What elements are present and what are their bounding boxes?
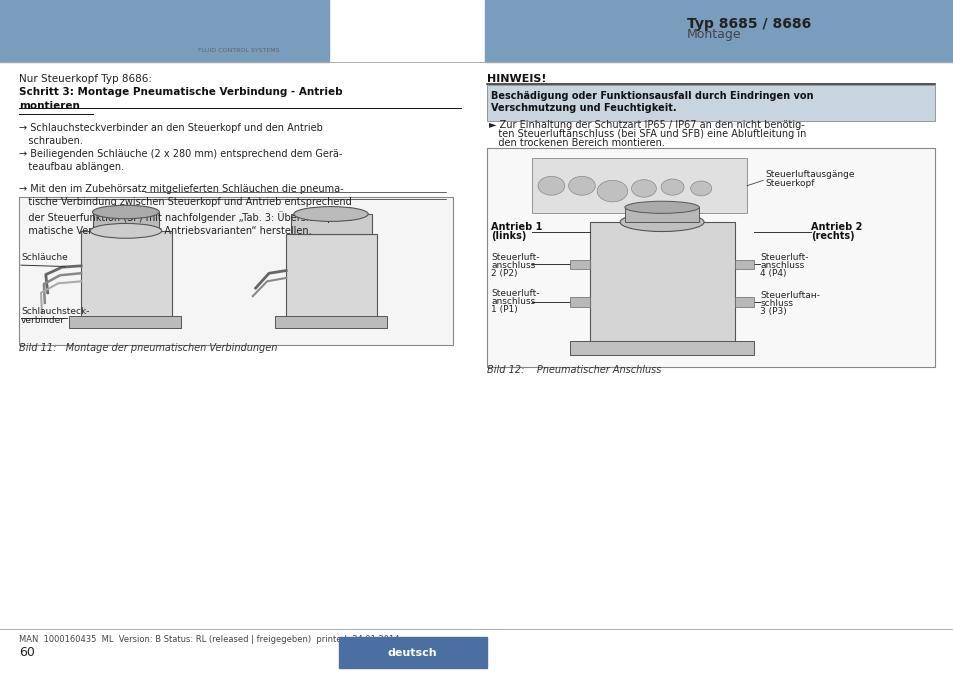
Text: Typ 8685 / 8686: Typ 8685 / 8686 [686, 17, 810, 30]
Text: Beschädigung oder Funktionsausfall durch Eindringen von: Beschädigung oder Funktionsausfall durch… [491, 92, 813, 101]
Bar [69, 316, 181, 328]
Text: verbinder: verbinder [21, 316, 65, 325]
Text: 1 (P1): 1 (P1) [491, 305, 517, 314]
Circle shape [568, 176, 595, 195]
Text: 2 (P2): 2 (P2) [491, 269, 517, 279]
Text: Bild 11:   Montage der pneumatischen Verbindungen: Bild 11: Montage der pneumatischen Verbi… [19, 343, 277, 353]
Text: Steuerluft-: Steuerluft- [491, 253, 539, 262]
Text: MAN  1000160435  ML  Version: B Status: RL (released | freigegeben)  printed: 24: MAN 1000160435 ML Version: B Status: RL … [19, 635, 399, 644]
Text: den trockenen Bereich montieren.: den trockenen Bereich montieren. [489, 138, 664, 147]
Circle shape [631, 180, 656, 197]
Text: Antrieb 2: Antrieb 2 [810, 223, 862, 232]
Bar [19, 197, 453, 345]
Circle shape [660, 179, 683, 195]
Text: Steuerluftausgänge: Steuerluftausgänge [764, 170, 854, 180]
Bar [532, 158, 746, 213]
Text: Steuerkopf: Steuerkopf [764, 179, 814, 188]
Text: → Schlauchsteckverbinder an den Steuerkopf und den Antrieb
   schrauben.: → Schlauchsteckverbinder an den Steuerko… [19, 123, 323, 146]
Ellipse shape [294, 207, 368, 221]
Circle shape [690, 181, 711, 196]
Text: Bild 12:    Pneumatischer Anschluss: Bild 12: Pneumatischer Anschluss [486, 365, 660, 375]
Text: → Mit den im Zubehörsatz mitgelieferten Schläuchen die pneuma-
   tische Verbind: → Mit den im Zubehörsatz mitgelieferten … [19, 184, 355, 236]
Ellipse shape [624, 201, 699, 213]
Bar [81, 231, 172, 322]
Text: deutsch: deutsch [387, 648, 436, 658]
Bar [274, 316, 387, 328]
Bar [291, 214, 372, 234]
Text: ► Zur Einhaltung der Schutzart IP65 / IP67 an den nicht benötig-: ► Zur Einhaltung der Schutzart IP65 / IP… [489, 120, 804, 130]
Text: 4 (P4): 4 (P4) [760, 269, 786, 279]
Text: FLUID CONTROL SYSTEMS: FLUID CONTROL SYSTEMS [197, 48, 279, 53]
Text: Steuerluft-: Steuerluft- [491, 289, 539, 298]
Circle shape [597, 180, 627, 202]
Text: Montage: Montage [686, 28, 740, 42]
Ellipse shape [619, 213, 703, 232]
Text: Schläuche: Schläuche [21, 254, 68, 262]
Ellipse shape [91, 223, 162, 238]
Bar [624, 207, 699, 222]
Ellipse shape [92, 205, 159, 219]
Text: (rechts): (rechts) [810, 231, 854, 240]
Text: Steuerluft-: Steuerluft- [760, 253, 808, 262]
Text: anschluss: anschluss [491, 297, 535, 306]
Text: bürkert: bürkert [197, 28, 279, 46]
Bar [286, 234, 376, 322]
Text: ten Steuerluftanschluss (bei SFA und SFB) eine Abluftleitung in: ten Steuerluftanschluss (bei SFA und SFB… [489, 129, 806, 139]
Bar [0, 0, 329, 62]
Bar [570, 297, 589, 307]
Bar [486, 148, 934, 367]
Text: Schlauchsteck-: Schlauchsteck- [21, 307, 90, 316]
Text: 3 (P3): 3 (P3) [760, 307, 786, 316]
Text: Steuerluftан-: Steuerluftан- [760, 291, 820, 300]
Circle shape [537, 176, 564, 195]
Bar [589, 222, 734, 343]
Text: (links): (links) [491, 231, 526, 240]
Text: 60: 60 [19, 646, 35, 660]
Bar [734, 297, 753, 307]
Bar [92, 212, 159, 231]
Bar [570, 341, 753, 355]
Text: schluss: schluss [760, 299, 793, 308]
Bar [734, 260, 753, 269]
Text: Antrieb 1: Antrieb 1 [491, 223, 542, 232]
Text: anschluss: anschluss [760, 261, 803, 271]
Text: Schritt 3: Montage Pneumatische Verbindung - Antrieb
montieren: Schritt 3: Montage Pneumatische Verbindu… [19, 87, 342, 111]
Bar [484, 0, 953, 62]
Text: → Beiliegenden Schläuche (2 x 280 mm) entsprechend dem Gerä-
   teaufbau ablänge: → Beiliegenden Schläuche (2 x 280 mm) en… [19, 149, 342, 172]
Bar [338, 637, 486, 668]
Text: HINWEIS!: HINWEIS! [486, 74, 545, 83]
Text: anschluss: anschluss [491, 261, 535, 271]
Bar [486, 85, 934, 121]
Bar [570, 260, 589, 269]
Text: Verschmutzung und Feuchtigkeit.: Verschmutzung und Feuchtigkeit. [491, 104, 677, 113]
Text: Nur Steuerkopf Typ 8686:: Nur Steuerkopf Typ 8686: [19, 74, 152, 83]
